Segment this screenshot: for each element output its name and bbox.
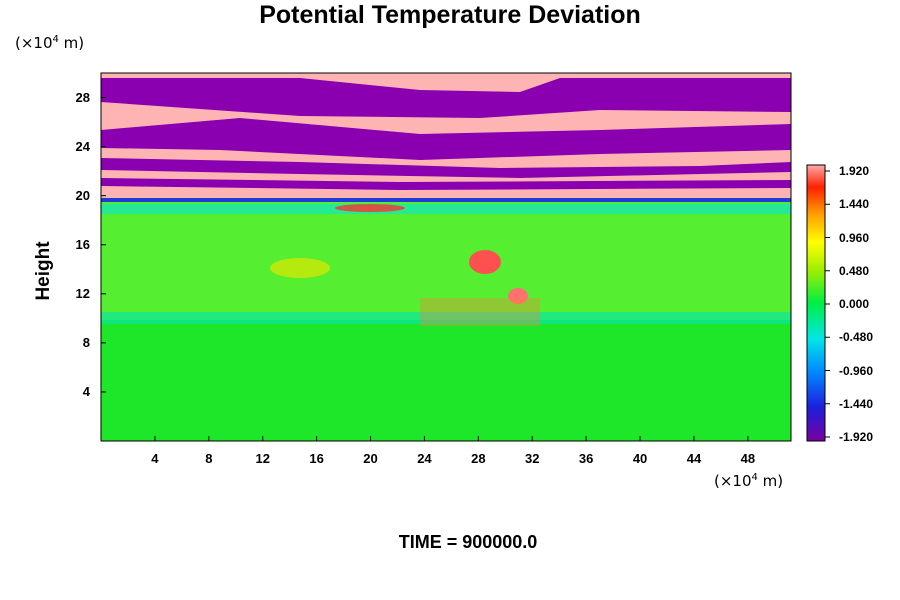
colorbar-tick-label: 0.960 bbox=[839, 230, 870, 245]
field-blue-line bbox=[101, 198, 791, 202]
colorbar-tick-label: 1.920 bbox=[839, 164, 870, 178]
colorbar-tick-label: 0.000 bbox=[839, 297, 870, 311]
colorbar-tick-label: -1.920 bbox=[839, 430, 874, 444]
colorbar-tick-marks bbox=[825, 170, 830, 438]
plot-frame bbox=[100, 72, 792, 442]
field-mid-band bbox=[101, 200, 791, 320]
x-axis-unit: (×104 m) bbox=[714, 472, 783, 490]
field-purple-stripe-3 bbox=[101, 158, 791, 178]
x-tick-label: 20 bbox=[363, 451, 378, 466]
y-axis-unit: (×104 m) bbox=[15, 34, 84, 52]
field-purple-stripe-1 bbox=[101, 78, 791, 118]
field-red-blob-2 bbox=[508, 288, 528, 304]
field-purple-stripe-4 bbox=[101, 178, 791, 190]
field-purple-stripe-2 bbox=[101, 118, 791, 160]
chart-title: Potential Temperature Deviation bbox=[259, 1, 641, 29]
colorbar-tick-label: 1.440 bbox=[839, 197, 870, 212]
field-cyan-band bbox=[101, 312, 791, 324]
x-tick-label: 4 bbox=[151, 451, 159, 466]
field-red-blob-1 bbox=[469, 250, 501, 274]
field-yellow-patch bbox=[270, 258, 330, 278]
y-tick-label: 8 bbox=[82, 334, 90, 350]
field-layer bbox=[101, 73, 791, 441]
field-red-streak bbox=[335, 204, 405, 212]
x-tick-label: 8 bbox=[205, 451, 213, 466]
y-unit-prefix: (×10 bbox=[15, 34, 53, 52]
colorbar-tick-label: -0.960 bbox=[839, 363, 874, 378]
x-tick-label: 36 bbox=[578, 451, 594, 466]
x-unit-exponent: 4 bbox=[751, 472, 758, 483]
x-tick-marks bbox=[154, 436, 749, 441]
x-tick-label: 16 bbox=[309, 451, 324, 466]
y-tick-label: 20 bbox=[75, 187, 90, 203]
x-tick-label: 32 bbox=[525, 451, 540, 466]
colorbar-tick-label: -1.440 bbox=[839, 396, 874, 411]
y-tick-label: 24 bbox=[75, 138, 90, 154]
x-tick-label: 28 bbox=[471, 451, 486, 466]
field-red-dotted-band bbox=[420, 298, 540, 326]
y-tick-label: 28 bbox=[75, 89, 90, 105]
field-cyan-band-2 bbox=[101, 204, 791, 214]
x-tick-label: 48 bbox=[740, 451, 756, 466]
x-tick-label: 40 bbox=[632, 451, 648, 466]
x-tick-label: 44 bbox=[686, 451, 702, 466]
y-unit-exponent: 4 bbox=[52, 34, 59, 45]
y-tick-label: 16 bbox=[75, 236, 90, 252]
colorbar-tick-label: 0.480 bbox=[839, 263, 870, 278]
x-tick-label: 12 bbox=[255, 451, 270, 466]
y-tick-label: 4 bbox=[82, 383, 90, 399]
y-unit-suffix: m) bbox=[58, 34, 85, 52]
colorbar bbox=[806, 164, 826, 442]
time-label: TIME = 900000.0 bbox=[398, 532, 538, 552]
x-unit-prefix: (×10 bbox=[714, 472, 752, 490]
y-tick-label: 12 bbox=[75, 285, 90, 301]
x-unit-suffix: m) bbox=[757, 472, 784, 490]
x-tick-label: 24 bbox=[417, 451, 432, 466]
colorbar-tick-label: -0.480 bbox=[839, 330, 874, 345]
y-tick-marks bbox=[101, 97, 106, 393]
